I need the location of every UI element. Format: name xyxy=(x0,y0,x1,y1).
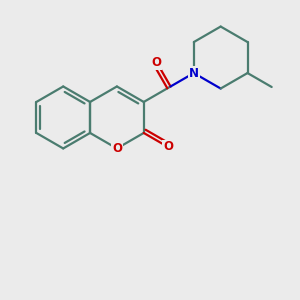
Text: O: O xyxy=(112,142,122,155)
Text: O: O xyxy=(163,140,173,153)
Text: N: N xyxy=(189,67,199,80)
Text: O: O xyxy=(152,56,162,69)
